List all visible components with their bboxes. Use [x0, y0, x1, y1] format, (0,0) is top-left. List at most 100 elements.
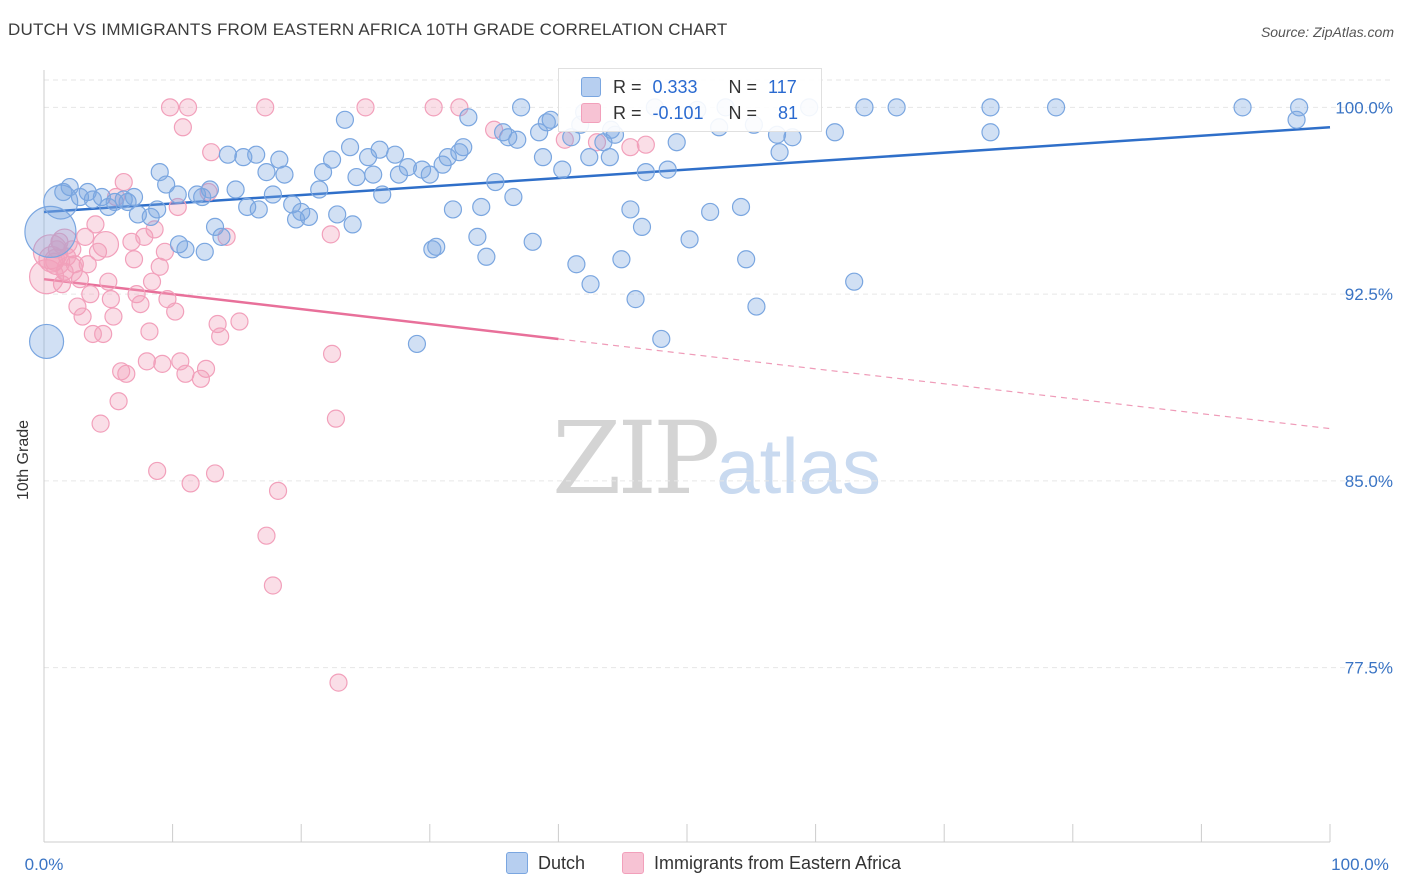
- dutch-point: [238, 197, 257, 217]
- dutch-point: [218, 145, 237, 164]
- dutch-point: [845, 272, 864, 291]
- immigrants-point: [81, 285, 100, 304]
- dutch-point: [701, 202, 720, 222]
- dutch-point: [612, 250, 631, 269]
- immigrants-point: [135, 227, 154, 246]
- dutch-r-label: R =: [613, 76, 647, 97]
- dutch-point: [747, 297, 766, 316]
- y-tick-label: 92.5%: [1345, 285, 1393, 304]
- immigrants-point: [104, 307, 123, 326]
- dutch-point: [168, 185, 187, 204]
- dutch-point: [652, 329, 671, 349]
- source-label: Source: ZipAtlas.com: [1260, 24, 1394, 40]
- immigrants-point: [38, 245, 66, 273]
- dutch-point: [141, 207, 160, 227]
- dutch-point: [486, 172, 505, 192]
- y-tick-label: 77.5%: [1345, 659, 1393, 678]
- immigrants-point: [326, 409, 346, 428]
- dutch-point: [313, 163, 333, 182]
- immigrants-point: [160, 98, 180, 117]
- dutch-point: [504, 187, 523, 207]
- dutch-point: [508, 130, 527, 149]
- dutch-point: [553, 160, 572, 179]
- dutch-point: [600, 148, 619, 167]
- dutch-point: [340, 138, 360, 157]
- watermark: ZIPatlas: [552, 400, 881, 517]
- immigrants-point: [86, 215, 105, 234]
- immigrants-point: [178, 98, 198, 117]
- immigrants-point: [153, 354, 172, 373]
- immigrants-point: [148, 461, 167, 481]
- dutch-point: [328, 205, 347, 224]
- bottom-dutch-swatch: [506, 852, 528, 874]
- dutch-point: [632, 217, 652, 236]
- dutch-point: [205, 217, 225, 236]
- dutch-point: [825, 123, 844, 142]
- dutch-point: [443, 200, 463, 219]
- dutch-point: [212, 227, 231, 246]
- immigrants-point: [70, 270, 90, 289]
- dutch-point: [680, 230, 699, 249]
- immigrants-swatch: [581, 103, 601, 123]
- immigrants-point: [168, 197, 187, 217]
- bottom-immigrants-swatch: [622, 852, 644, 874]
- trend-lines: [43, 126, 1331, 430]
- bottom-immigrants-label: Immigrants from Eastern Africa: [654, 852, 902, 873]
- watermark-zip: ZIP: [552, 400, 720, 517]
- immigrants-point: [424, 98, 443, 117]
- dutch-point: [523, 232, 542, 251]
- legend-row-immigrants: R = -0.101 N = 81: [581, 101, 798, 125]
- immigrants-point: [191, 369, 210, 388]
- dutch-point: [626, 290, 645, 309]
- immigrants-point: [68, 297, 87, 316]
- chart-title: DUTCH VS IMMIGRANTS FROM EASTERN AFRICA …: [8, 20, 728, 39]
- dutch-point: [667, 133, 686, 152]
- immigrants-n-value: 81: [778, 102, 799, 123]
- immigrants-point: [91, 414, 110, 433]
- immigrants-point: [99, 272, 118, 291]
- immigrants-point: [329, 673, 348, 692]
- immigrants-point: [356, 98, 375, 117]
- dutch-point: [855, 98, 874, 117]
- immigrants-trend-line-extrapolated: [558, 338, 1331, 430]
- dutch-point: [981, 98, 1000, 117]
- dutch-point: [310, 180, 329, 199]
- immigrants-point: [322, 344, 342, 363]
- dutch-point: [373, 185, 392, 204]
- dutch-n-label: N =: [728, 76, 763, 97]
- immigrants-trend-line: [43, 277, 559, 341]
- dutch-point: [459, 108, 478, 127]
- dutch-point: [249, 200, 268, 219]
- immigrants-point: [211, 327, 230, 346]
- immigrants-point: [205, 464, 225, 483]
- bottom-dutch-label: Dutch: [538, 852, 586, 873]
- dutch-point: [420, 165, 439, 184]
- data-points: [24, 98, 1309, 692]
- dutch-point: [28, 323, 65, 360]
- dutch-point: [477, 247, 496, 266]
- tick-labels: 77.5% 85.0% 92.5% 100.0% 0.0% 100.0%: [25, 98, 1393, 874]
- dutch-point: [148, 200, 167, 219]
- immigrants-point: [73, 307, 92, 326]
- dutch-swatch: [581, 77, 601, 97]
- dutch-point: [438, 148, 457, 167]
- dutch-point: [370, 140, 389, 159]
- immigrants-point: [202, 143, 221, 162]
- dutch-trend-line: [43, 126, 1331, 214]
- immigrants-point: [636, 135, 655, 154]
- immigrants-point: [127, 285, 146, 304]
- dutch-point: [193, 187, 212, 207]
- immigrants-point: [263, 576, 283, 595]
- dutch-point: [247, 145, 266, 164]
- immigrants-point: [621, 138, 640, 157]
- bottom-legend-dutch: Dutch: [506, 852, 585, 874]
- dutch-point: [530, 123, 549, 142]
- immigrants-point: [173, 118, 192, 137]
- dutch-point: [454, 138, 473, 157]
- immigrants-point: [450, 98, 469, 117]
- dutch-point: [385, 145, 405, 164]
- correlation-legend: R = 0.333 N = 117 R = -0.101 N = 81: [558, 68, 822, 132]
- immigrants-point: [101, 290, 120, 309]
- immigrants-point: [140, 322, 159, 341]
